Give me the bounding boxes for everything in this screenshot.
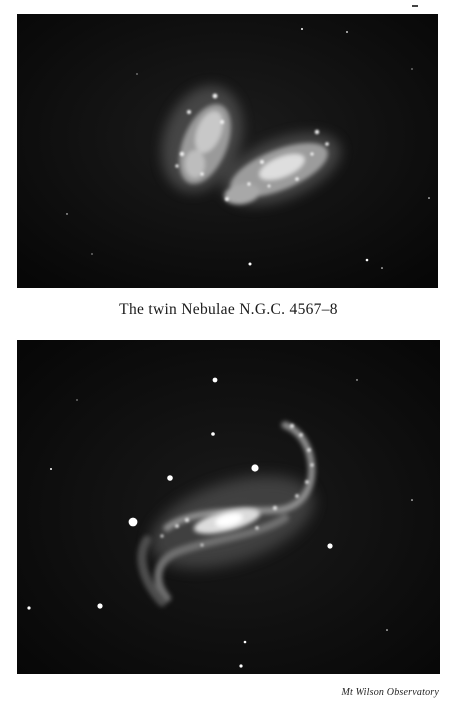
twin-nebulae-image: [17, 14, 438, 288]
spiral-nebula-image: [17, 340, 440, 674]
twin-nebulae-photograph: [17, 14, 438, 288]
photo-credit: Mt Wilson Observatory: [341, 687, 439, 698]
figure-caption: The twin Nebulae N.G.C. 4567–8: [119, 301, 338, 318]
corner-mark: [412, 5, 418, 7]
spiral-nebula-photograph: [17, 340, 440, 674]
